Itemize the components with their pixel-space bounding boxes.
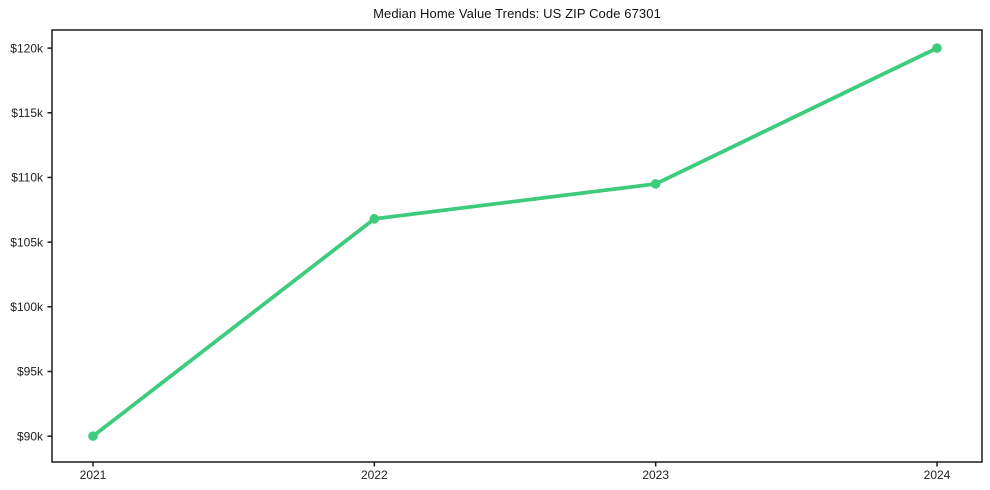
series-line bbox=[91, 46, 939, 439]
x-axis-tick-label: 2022 bbox=[361, 468, 388, 482]
x-axis-tick-label: 2024 bbox=[924, 468, 951, 482]
y-axis-tick-label: $115k bbox=[11, 106, 44, 120]
y-axis-tick-label: $120k bbox=[10, 41, 44, 55]
x-axis-tick-label: 2023 bbox=[642, 468, 669, 482]
y-axis-tick-label: $90k bbox=[17, 429, 44, 443]
data-point-marker bbox=[932, 43, 942, 53]
y-axis-tick-label: $105k bbox=[10, 235, 44, 249]
data-point-marker bbox=[88, 431, 98, 441]
x-axis-tick-label: 2021 bbox=[80, 468, 107, 482]
y-axis-tick-label: $95k bbox=[17, 365, 44, 379]
data-point-marker bbox=[369, 214, 380, 224]
chart-title: Median Home Value Trends: US ZIP Code 67… bbox=[373, 6, 661, 21]
y-axis-tick-label: $110k bbox=[11, 171, 44, 185]
plot-border bbox=[51, 29, 983, 463]
y-axis-tick-label: $100k bbox=[10, 300, 44, 314]
data-point-marker bbox=[650, 179, 661, 189]
